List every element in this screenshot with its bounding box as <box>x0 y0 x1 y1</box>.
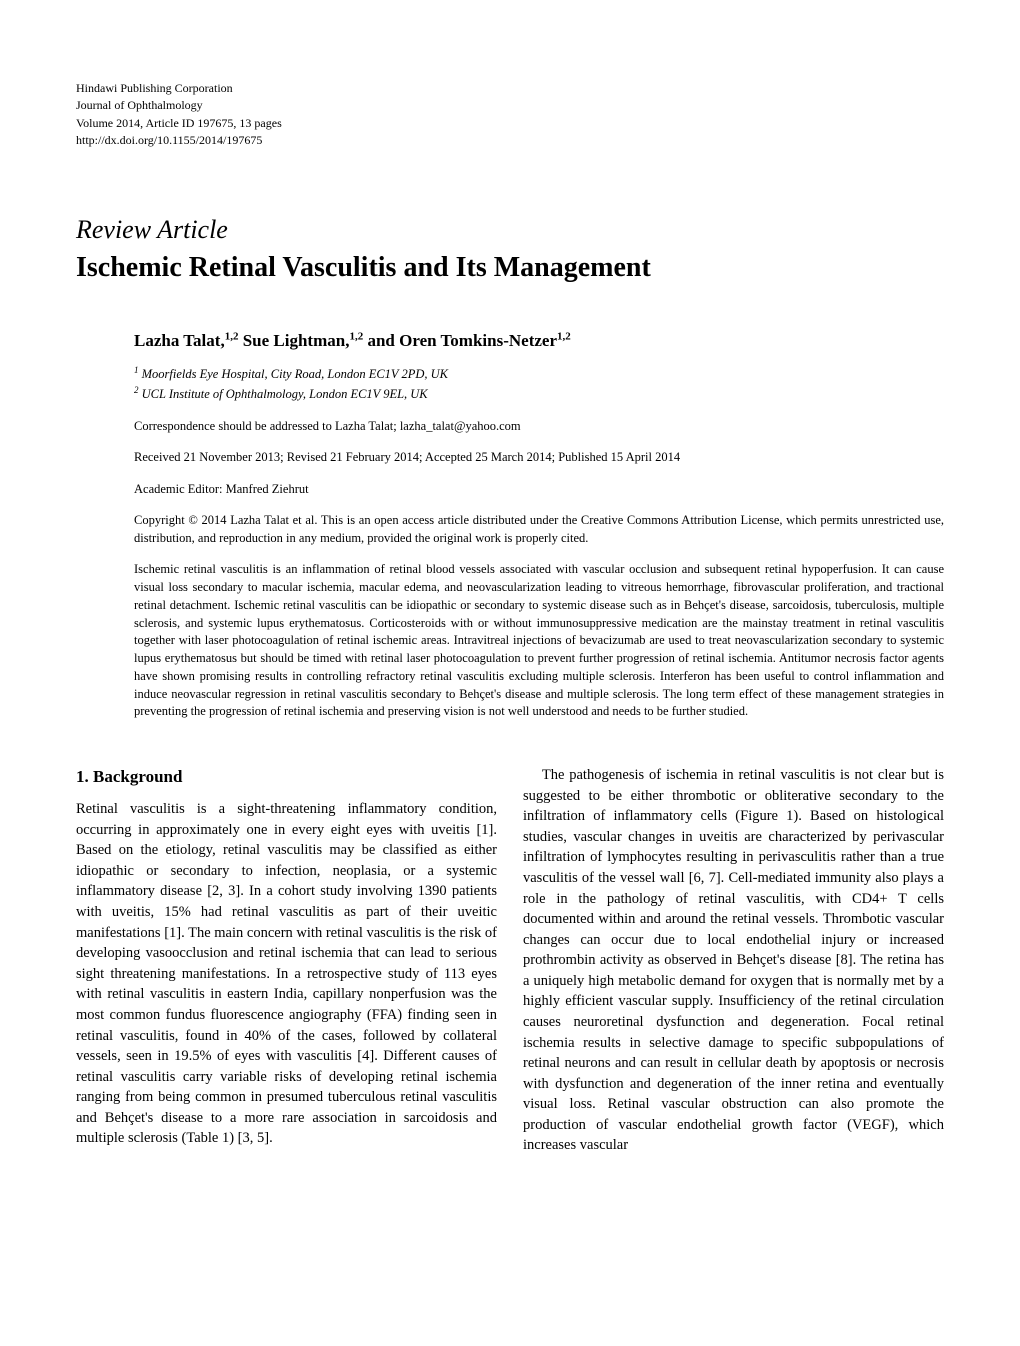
article-title: Ischemic Retinal Vasculitis and Its Mana… <box>76 251 944 285</box>
article-type: Review Article <box>76 212 944 248</box>
article-dates: Received 21 November 2013; Revised 21 Fe… <box>134 449 944 467</box>
section-heading: 1. Background <box>76 765 497 789</box>
body-columns: 1. Background Retinal vasculitis is a si… <box>76 765 944 1156</box>
authors: Lazha Talat,1,2 Sue Lightman,1,2 and Ore… <box>134 329 944 352</box>
academic-editor: Academic Editor: Manfred Ziehrut <box>134 481 944 499</box>
publisher-info: Hindawi Publishing Corporation Journal o… <box>76 80 944 150</box>
doi-url: http://dx.doi.org/10.1155/2014/197675 <box>76 132 944 149</box>
publisher-name: Hindawi Publishing Corporation <box>76 80 944 97</box>
journal-name: Journal of Ophthalmology <box>76 97 944 114</box>
body-paragraph: The pathogenesis of ischemia in retinal … <box>523 765 944 1156</box>
correspondence: Correspondence should be addressed to La… <box>134 418 944 436</box>
affiliations: 1 Moorfields Eye Hospital, City Road, Lo… <box>134 364 944 403</box>
copyright-notice: Copyright © 2014 Lazha Talat et al. This… <box>134 512 944 547</box>
affiliation-2: 2 UCL Institute of Ophthalmology, London… <box>134 384 944 404</box>
author-list: Lazha Talat,1,2 Sue Lightman,1,2 and Ore… <box>134 331 571 350</box>
body-paragraph: Retinal vasculitis is a sight-threatenin… <box>76 799 497 1149</box>
volume-info: Volume 2014, Article ID 197675, 13 pages <box>76 115 944 132</box>
abstract: Ischemic retinal vasculitis is an inflam… <box>134 561 944 721</box>
affiliation-1: 1 Moorfields Eye Hospital, City Road, Lo… <box>134 364 944 384</box>
